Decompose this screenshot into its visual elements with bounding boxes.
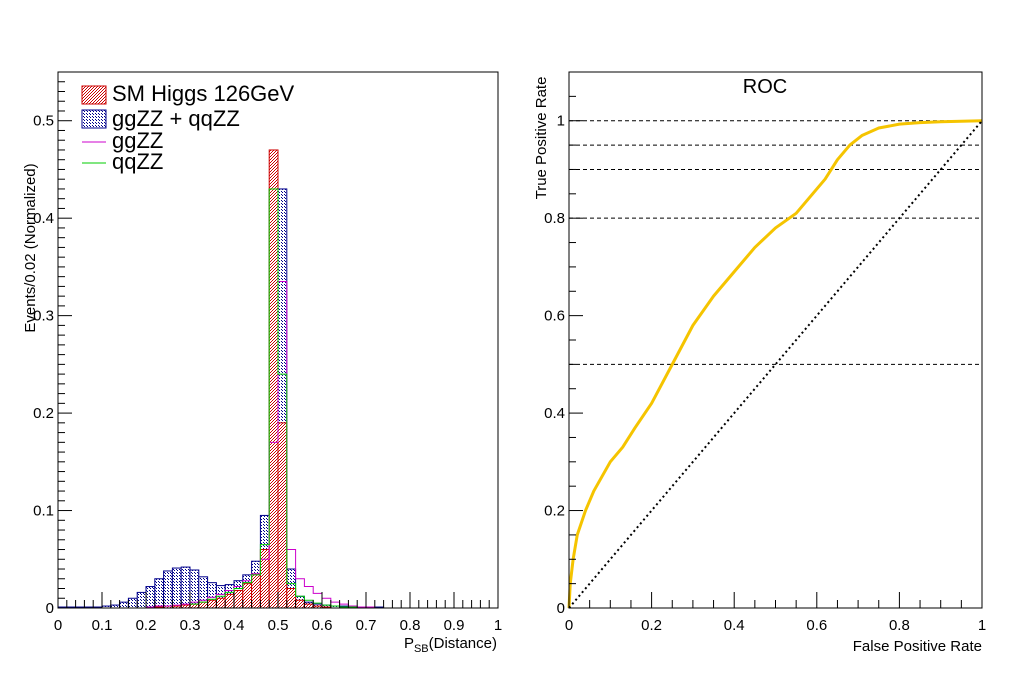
bar-ggzz-qqzz-14	[180, 566, 191, 609]
histogram-legend: SM Higgs 126GeV ggZZ + qqZZ ggZZ qqZZ	[81, 81, 295, 174]
bar-sm-higgs-126gev-9	[233, 589, 244, 609]
bar-sm-higgs-126gev-17	[303, 603, 314, 609]
bar-sm-higgs-126gev-5	[198, 601, 209, 609]
bar-sm-higgs-126gev-10	[242, 583, 253, 609]
legend-label-sm-higgs: SM Higgs 126GeV	[112, 81, 295, 106]
roc-frame	[568, 71, 983, 609]
roc-x-tick-label-4: 0.8	[889, 617, 910, 634]
bar-ggzz-qqzz-8	[127, 597, 138, 609]
hist-x-tick-label-9: 0.9	[444, 617, 465, 634]
bar-ggzz-qqzz-12	[163, 570, 173, 609]
roc-x-tick-label-3: 0.6	[806, 617, 827, 634]
bar-sm-higgs-126gev-4	[189, 603, 200, 609]
bar-sm-higgs-126gev-6	[207, 599, 217, 609]
hist-x-tick-label-1: 0.1	[92, 617, 113, 634]
hist-y-tick-label-2: 0.2	[33, 405, 54, 422]
roc-axes: 0 0.2 0.4 0.6 0.8 1 0 0.2 0.4 0.6 0.8 1	[544, 71, 986, 634]
hist-y-tick-label-0: 0	[46, 600, 54, 617]
bar-ggzz-qqzz-9	[136, 591, 147, 609]
histogram-axes: 0 0.1 0.2 0.3 0.4 0.5 0.6 0.7 0.8 0.9 1 0 0.1 0.2 0.3 0…	[33, 71, 502, 634]
step-line-qqzz	[189, 188, 358, 608]
roc-diagonal	[568, 120, 983, 609]
roc-curve	[567, 119, 983, 609]
hist-x-tick-label-0: 0	[54, 617, 62, 634]
hist-y-tick-label-4: 0.4	[33, 210, 54, 227]
roc-y-tick-label-4: 0.8	[544, 210, 565, 227]
histogram-x-axis-label: PSB(Distance)	[404, 635, 497, 655]
bar-sm-higgs-126gev-11	[251, 573, 261, 609]
bar-sm-higgs-126gev-8	[224, 593, 235, 609]
bar-sm-higgs-126gev-12	[259, 549, 270, 609]
histogram-panel: 0 0.1 0.2 0.3 0.4 0.5 0.6 0.7 0.8 0.9 1 0 0.1 0.2 0.3 0…	[22, 71, 502, 655]
hist-x-tick-label-2: 0.2	[136, 617, 157, 634]
legend-label-qqzz: qqZZ	[112, 149, 163, 174]
bar-sm-higgs-126gev-16	[295, 599, 305, 609]
hist-y-tick-label-1: 0.1	[33, 503, 54, 520]
roc-y-tick-label-0: 0	[557, 600, 565, 617]
hist-x-tick-label-3: 0.3	[180, 617, 201, 634]
bar-sm-higgs-126gev-13	[268, 149, 279, 609]
roc-reference-lines	[569, 120, 982, 365]
histogram-y-axis-label: Events/0.02 (Normalized)	[22, 163, 39, 332]
legend-label-ggzz-qqzz: ggZZ + qqZZ	[112, 106, 240, 131]
bar-ggzz-qqzz-10	[145, 586, 156, 609]
histogram-bars	[57, 149, 385, 609]
roc-x-tick-label-2: 0.4	[724, 617, 745, 634]
bar-ggzz-qqzz-7	[119, 601, 129, 609]
bar-sm-higgs-126gev-7	[215, 597, 226, 609]
roc-y-tick-label-3: 0.6	[544, 308, 565, 325]
legend-swatch-ggzz-qqzz	[81, 109, 107, 129]
hist-x-tick-label-6: 0.6	[312, 617, 333, 634]
hist-x-tick-label-8: 0.8	[400, 617, 421, 634]
legend-label-ggzz: ggZZ	[112, 128, 163, 153]
roc-x-tick-label-1: 0.2	[641, 617, 662, 634]
roc-y-tick-label-2: 0.4	[544, 405, 565, 422]
hist-x-tick-label-4: 0.4	[224, 617, 245, 634]
roc-x-tick-label-5: 1	[978, 617, 986, 634]
hist-x-tick-label-5: 0.5	[268, 617, 289, 634]
hist-y-tick-label-5: 0.5	[33, 113, 54, 130]
bar-ggzz-qqzz-11	[154, 578, 165, 609]
hist-y-tick-label-3: 0.3	[33, 308, 54, 325]
bar-sm-higgs-126gev-14	[277, 422, 288, 609]
bar-ggzz-qqzz-13	[171, 567, 182, 609]
roc-y-tick-label-1: 0.2	[544, 503, 565, 520]
hist-x-tick-label-7: 0.7	[356, 617, 377, 634]
roc-x-tick-label-0: 0	[565, 617, 573, 634]
roc-x-axis-label: False Positive Rate	[853, 638, 982, 655]
legend-swatch-sm-higgs	[81, 85, 107, 105]
roc-title: ROC	[743, 76, 787, 98]
roc-y-tick-label-5: 1	[557, 113, 565, 130]
roc-curves	[567, 119, 983, 609]
bar-sm-higgs-126gev-15	[286, 588, 297, 609]
roc-y-axis-label: True Positive Rate	[533, 77, 550, 200]
hist-x-tick-label-10: 1	[494, 617, 502, 634]
roc-panel: 0 0.2 0.4 0.6 0.8 1 0 0.2 0.4 0.6 0.8 1 ROC True Po…	[533, 71, 986, 655]
